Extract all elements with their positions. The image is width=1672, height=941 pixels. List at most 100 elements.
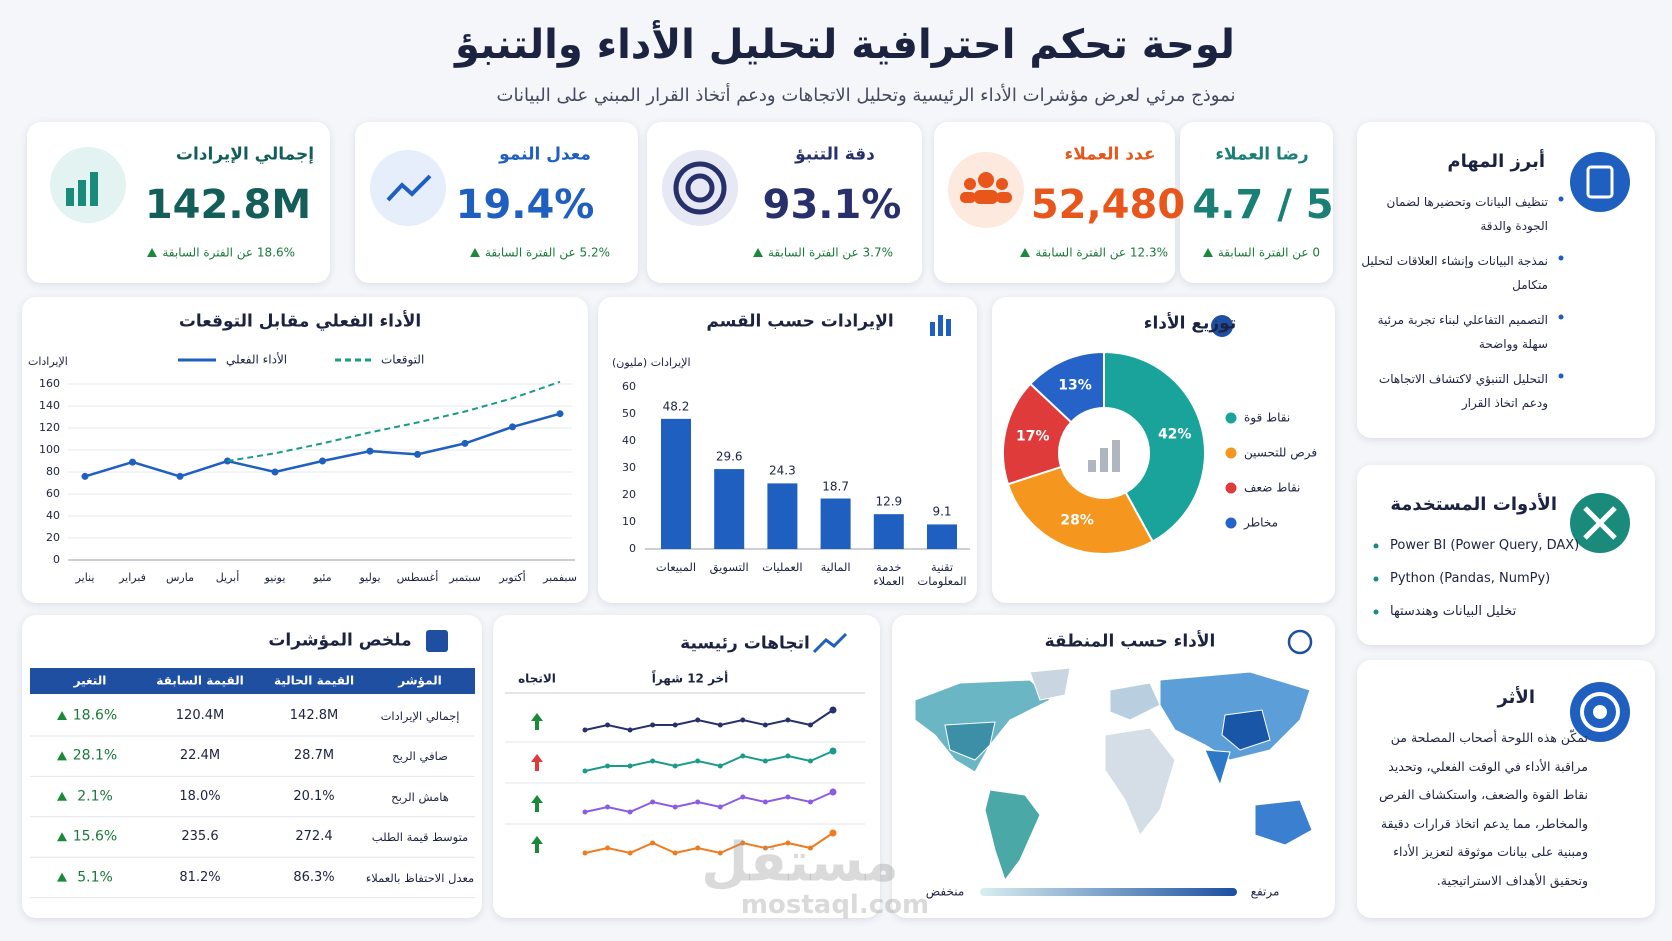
bar	[661, 418, 691, 549]
legend-swatch	[1225, 447, 1237, 459]
x-tick-label: تقنية المعلومات	[917, 560, 967, 589]
y-tick-label: 100	[39, 443, 60, 457]
table-cell: 22.4M	[179, 748, 221, 764]
bullet	[1558, 314, 1564, 320]
data-point	[650, 799, 656, 805]
x-tick-label: مارس	[166, 571, 194, 585]
x-tick-label: العمليات	[762, 560, 803, 574]
table-cell: 18.0%	[179, 788, 221, 804]
icon	[1593, 705, 1607, 719]
data-point	[762, 799, 768, 805]
data-point	[785, 840, 791, 846]
data-point	[785, 794, 791, 800]
region	[1254, 799, 1313, 846]
legend-label: نقاط قوة	[1244, 410, 1291, 425]
data-point	[627, 850, 633, 856]
y-tick-label: 60	[46, 487, 60, 501]
chart-title: الأداء حسب المنطقة	[1044, 631, 1216, 652]
y-tick-label: 50	[622, 407, 636, 421]
region	[1029, 667, 1071, 701]
data-label: 12.9	[875, 494, 903, 509]
y-tick-label: 20	[46, 531, 60, 545]
data-label: 13%	[1058, 377, 1092, 394]
data-point	[762, 722, 768, 728]
bullet	[1373, 609, 1379, 615]
table-cell: معدل الاحتفاظ بالعملاء	[365, 870, 475, 885]
legend-swatch	[1225, 482, 1237, 494]
y-axis-label: الإيرادات (مليون)	[612, 356, 691, 370]
kpi-title: معدل النمو	[499, 144, 591, 165]
data-point	[695, 758, 701, 764]
kpi-value: 93.1%	[762, 182, 902, 228]
x-tick-label: خدمة العملاء	[873, 560, 905, 589]
kpi-value: 4.7 / 5	[1192, 182, 1334, 228]
table-header-cell: القيمة السابقة	[156, 673, 244, 688]
x-tick-label: المبيعات	[655, 560, 697, 574]
icon	[1586, 165, 1614, 199]
x-tick-label: يوليو	[359, 571, 381, 585]
up-triangle	[147, 248, 157, 257]
legend-label: مخاطر	[1244, 515, 1279, 530]
data-point	[717, 850, 723, 856]
icon	[685, 173, 715, 203]
data-point	[807, 799, 813, 805]
data-point	[740, 753, 746, 759]
y-tick-label: 0	[53, 553, 60, 567]
icon	[960, 172, 1012, 204]
kpi-value: 142.8M	[144, 182, 312, 228]
trend-arrow	[531, 836, 543, 853]
kpi-change: 0 عن الفترة السابقة	[1217, 245, 1320, 260]
legend-swatch	[1225, 412, 1237, 424]
data-point	[785, 717, 791, 723]
data-point	[81, 472, 89, 480]
bullet	[1558, 196, 1564, 202]
card	[493, 615, 880, 918]
panel-title: الأدوات المستخدمة	[1390, 493, 1557, 515]
data-point	[672, 722, 678, 728]
data-label: 48.2	[662, 399, 690, 414]
x-tick-label: فبراير	[119, 571, 146, 585]
data-point	[740, 717, 746, 723]
data-point	[650, 840, 656, 846]
list-item: تخليل البيانات وهندستها	[1390, 603, 1517, 619]
table-header-cell: القيمة الحالية	[273, 673, 355, 688]
table-cell: 28.7M	[293, 748, 335, 764]
x-tick-label: يونيو	[264, 571, 286, 585]
pie-slice	[1028, 350, 1105, 424]
region	[1221, 709, 1271, 751]
legend-label: الأداء الفعلي	[226, 352, 288, 367]
card	[22, 615, 482, 918]
trend-arrow	[531, 713, 543, 730]
icon	[1580, 692, 1620, 732]
icon	[1583, 506, 1617, 540]
legend-swatch	[1225, 517, 1237, 529]
data-point	[717, 804, 723, 810]
table-cell: هامش الربح	[391, 789, 449, 804]
kpi-change: 3.7% عن الفترة السابقة	[767, 245, 893, 260]
table-cell: 18.6%	[72, 707, 118, 724]
data-point	[176, 472, 184, 480]
data-label: 17%	[1015, 428, 1050, 445]
x-tick-label: أغسطس	[396, 571, 439, 585]
kpi-change: 18.6% عن الفترة السابقة	[162, 245, 295, 260]
x-tick-label: أبريل	[215, 571, 240, 585]
y-tick-label: 20	[622, 488, 636, 502]
sparkline	[584, 709, 834, 732]
y-tick-label: 160	[39, 377, 60, 391]
data-point	[271, 468, 279, 476]
data-point	[807, 758, 813, 764]
page-title: لوحة تحكم احترافية لتحليل الأداء والتنبؤ	[455, 22, 1235, 68]
table-header-cell: المؤشر	[398, 673, 442, 688]
map-legend-label: مرتفع	[1250, 884, 1280, 899]
data-point	[461, 439, 469, 447]
x-tick-label: يناير	[75, 571, 95, 585]
table-header-cell: التغير	[73, 673, 107, 688]
y-tick-label: 140	[39, 399, 60, 413]
sparkline	[584, 750, 834, 772]
bullet	[1558, 255, 1564, 261]
up-triangle	[470, 248, 480, 257]
table-title: ملخص المؤشرات	[268, 630, 412, 651]
icon	[1211, 315, 1233, 337]
data-point	[829, 747, 837, 755]
icon	[1088, 440, 1120, 472]
